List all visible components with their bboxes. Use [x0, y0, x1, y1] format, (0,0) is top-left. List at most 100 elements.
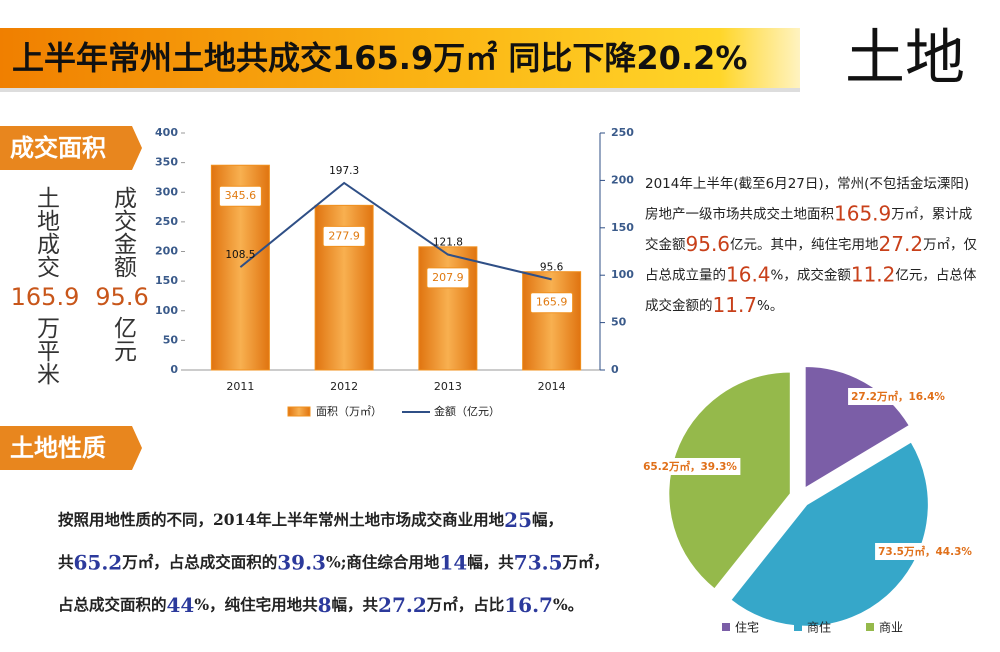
value-label: 345.6 — [225, 189, 257, 202]
value-label: 65.2万㎡，39.3% — [643, 460, 737, 473]
y-tick-label: 200 — [155, 245, 178, 258]
highlight: 11.2 — [851, 262, 896, 286]
y2-tick-label: 0 — [611, 363, 619, 376]
value-label: 108.5 — [225, 249, 255, 261]
y-tick-label: 400 — [155, 126, 178, 139]
value-label-box — [848, 388, 949, 405]
value-label-box — [218, 185, 262, 207]
legend-label: 面积（万㎡） — [316, 405, 382, 418]
highlight: 8 — [318, 593, 332, 617]
highlight: 39.3 — [277, 550, 326, 574]
pie-slice — [729, 440, 930, 628]
value-label: 277.9 — [328, 229, 360, 242]
paragraph-line: 共65.2万㎡，占总成交面积的39.3%;商住综合用地14幅，共73.5万㎡， — [58, 550, 609, 574]
y-tick-label: 150 — [155, 274, 178, 287]
text: %，成交金额 — [771, 267, 852, 284]
x-tick-label: 2011 — [226, 380, 254, 393]
text: 万㎡，占总成交面积的 — [121, 553, 277, 572]
value-label-box — [322, 225, 366, 247]
text: 交金额 — [645, 236, 686, 253]
x-tick-label: 2014 — [538, 380, 566, 393]
highlight: 73.5 — [514, 550, 563, 574]
value-label-box — [426, 267, 470, 289]
header-bar — [0, 28, 800, 88]
value-label: 165.9 — [536, 296, 568, 309]
value-label: 121.8 — [433, 237, 463, 249]
text: %，纯住宅用地共 — [194, 595, 318, 614]
value-label: 73.5万㎡，44.3% — [878, 545, 972, 558]
y2-tick-label: 250 — [611, 126, 634, 139]
highlight: 11.7 — [713, 293, 758, 317]
section-title: 成交面积 — [10, 134, 106, 162]
section-title: 土地性质 — [10, 434, 106, 462]
text: 万㎡， — [562, 553, 610, 572]
text: 万㎡，累计成 — [891, 207, 972, 223]
legend-swatch — [794, 623, 802, 631]
y-tick-label: 50 — [163, 333, 179, 346]
text: 幅， — [532, 510, 563, 529]
text: %;商住综合用地 — [326, 553, 440, 572]
section-tab — [0, 126, 142, 170]
legend-label: 商业 — [879, 620, 903, 635]
highlight: 165.9 — [834, 201, 891, 225]
text: 占总成立量的 — [645, 268, 726, 284]
value-label-box — [875, 543, 976, 560]
text: 2014年上半年(截至6月27日)，常州(不包括金坛溧阳) — [645, 176, 969, 192]
stat-value: 95.6 — [95, 283, 148, 311]
highlight: 95.6 — [686, 232, 731, 256]
bar — [522, 271, 582, 371]
highlight: 27.2 — [378, 593, 427, 617]
line — [239, 181, 552, 281]
stat-unit: 亿元 — [110, 316, 138, 362]
highlight: 16.4 — [726, 262, 771, 286]
highlight: 44 — [167, 593, 195, 617]
text: 万㎡，仅 — [923, 237, 977, 253]
text: 按照用地性质的不同，2014年上半年常州土地市场成交商业用地 — [58, 510, 505, 529]
value-label: 207.9 — [432, 271, 464, 284]
paragraph-line: 按照用地性质的不同，2014年上半年常州土地市场成交商业用地25幅， — [58, 508, 563, 532]
paragraph-line: 交金额95.6亿元。其中，纯住宅用地27.2万㎡，仅 — [645, 232, 978, 256]
text: 亿元，占总体 — [895, 268, 976, 284]
text: %。 — [757, 298, 783, 314]
y2-tick-label: 100 — [611, 268, 634, 281]
paragraph-line: 成交金额的11.7%。 — [645, 293, 783, 317]
text: 房地产一级市场共成交土地面积 — [645, 206, 834, 223]
y-tick-label: 300 — [155, 185, 178, 198]
highlight: 16.7 — [504, 593, 553, 617]
text: 万㎡，占比 — [426, 595, 505, 614]
text: 幅，共 — [332, 595, 379, 614]
highlight: 14 — [439, 550, 467, 574]
text: 亿元。其中，纯住宅用地 — [730, 237, 879, 253]
highlight: 27.2 — [879, 232, 924, 256]
side-title: 土地 — [845, 24, 965, 94]
text: 幅，共 — [467, 553, 514, 572]
text: 成交金额的 — [645, 297, 713, 314]
legend-swatch — [287, 406, 311, 417]
header-shadow — [0, 86, 800, 92]
x-tick-label: 2012 — [330, 380, 358, 393]
y-tick-label: 100 — [155, 304, 178, 317]
value-label: 95.6 — [540, 261, 564, 273]
legend-swatch — [722, 623, 730, 631]
value-label-box — [530, 292, 574, 314]
highlight: 25 — [504, 508, 532, 532]
bar — [418, 246, 478, 371]
header-title: 上半年常州土地共成交165.9万㎡ 同比下降20.2% — [12, 39, 747, 77]
section-tab — [0, 426, 142, 470]
x-tick-label: 2013 — [434, 380, 462, 393]
text: %。 — [553, 595, 583, 614]
y-tick-label: 350 — [155, 156, 178, 169]
stat-label: 土地成交 — [33, 186, 61, 278]
paragraph-line: 占总成交面积的44%，纯住宅用地共8幅，共27.2万㎡，占比16.7%。 — [58, 593, 583, 617]
y2-tick-label: 150 — [611, 221, 634, 234]
paragraph-line: 占总成立量的16.4%，成交金额11.2亿元，占总体 — [645, 262, 977, 286]
legend-label: 住宅 — [735, 620, 759, 635]
pie-slice — [667, 370, 792, 591]
value-label: 27.2万㎡，16.4% — [851, 390, 945, 403]
y2-tick-label: 50 — [611, 316, 627, 329]
text: 占总成交面积的 — [58, 595, 167, 614]
highlight: 65.2 — [74, 550, 123, 574]
value-label: 197.3 — [329, 165, 359, 177]
